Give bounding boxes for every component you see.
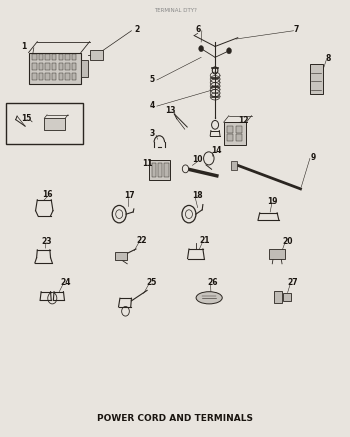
- Text: 15: 15: [22, 114, 32, 123]
- Text: 20: 20: [282, 237, 293, 246]
- Bar: [236, 135, 242, 142]
- Text: 17: 17: [124, 191, 135, 200]
- Text: 18: 18: [193, 191, 203, 200]
- Bar: [32, 73, 37, 80]
- Text: 14: 14: [211, 146, 222, 156]
- Text: POWER CORD AND TERMINALS: POWER CORD AND TERMINALS: [97, 414, 253, 423]
- Bar: [32, 54, 37, 60]
- Bar: [227, 126, 233, 133]
- Bar: [72, 63, 76, 70]
- Text: 24: 24: [60, 278, 70, 288]
- Text: 13: 13: [166, 106, 176, 115]
- Circle shape: [182, 165, 189, 173]
- Text: 4: 4: [150, 101, 155, 110]
- Bar: [283, 292, 291, 301]
- Bar: [58, 54, 63, 60]
- Bar: [270, 249, 285, 260]
- Bar: [236, 126, 242, 133]
- Bar: [164, 163, 169, 177]
- Bar: [231, 161, 237, 170]
- Text: 16: 16: [42, 190, 53, 199]
- Bar: [72, 73, 76, 80]
- Bar: [45, 63, 50, 70]
- Bar: [227, 135, 233, 142]
- Bar: [58, 73, 63, 80]
- Ellipse shape: [196, 291, 222, 304]
- Text: 3: 3: [150, 129, 155, 138]
- Bar: [32, 63, 37, 70]
- Bar: [274, 291, 282, 302]
- Text: 10: 10: [193, 155, 203, 164]
- Bar: [39, 73, 43, 80]
- Bar: [65, 54, 70, 60]
- Bar: [52, 54, 56, 60]
- Text: 2: 2: [134, 24, 139, 34]
- Bar: [6, 103, 83, 145]
- Bar: [39, 54, 43, 60]
- Circle shape: [226, 48, 231, 54]
- Text: 6: 6: [195, 24, 200, 34]
- Circle shape: [199, 45, 204, 52]
- Bar: [309, 64, 323, 94]
- Text: 23: 23: [42, 237, 52, 246]
- Bar: [45, 73, 50, 80]
- Text: 25: 25: [146, 278, 156, 288]
- Text: 26: 26: [208, 278, 218, 288]
- Text: 21: 21: [199, 236, 210, 245]
- Bar: [90, 50, 103, 60]
- Bar: [72, 54, 76, 60]
- Bar: [39, 63, 43, 70]
- Text: 5: 5: [150, 75, 155, 83]
- Bar: [44, 118, 65, 130]
- Bar: [149, 160, 170, 180]
- Bar: [65, 73, 70, 80]
- Bar: [52, 73, 56, 80]
- Bar: [158, 163, 162, 177]
- Bar: [152, 163, 156, 177]
- Text: 8: 8: [326, 54, 331, 62]
- Text: 11: 11: [142, 159, 153, 168]
- Bar: [224, 122, 246, 145]
- Bar: [115, 252, 127, 260]
- Bar: [29, 52, 81, 84]
- Bar: [81, 59, 88, 77]
- Text: 22: 22: [136, 236, 147, 245]
- Bar: [52, 63, 56, 70]
- Text: 9: 9: [311, 153, 316, 162]
- Bar: [45, 54, 50, 60]
- Text: 27: 27: [287, 278, 298, 288]
- Text: 12: 12: [238, 116, 248, 125]
- Text: TERMINAL DTY?: TERMINAL DTY?: [154, 7, 196, 13]
- Text: 19: 19: [267, 197, 278, 205]
- Text: 7: 7: [294, 24, 299, 34]
- Bar: [65, 63, 70, 70]
- Text: 1: 1: [21, 42, 26, 51]
- Bar: [58, 63, 63, 70]
